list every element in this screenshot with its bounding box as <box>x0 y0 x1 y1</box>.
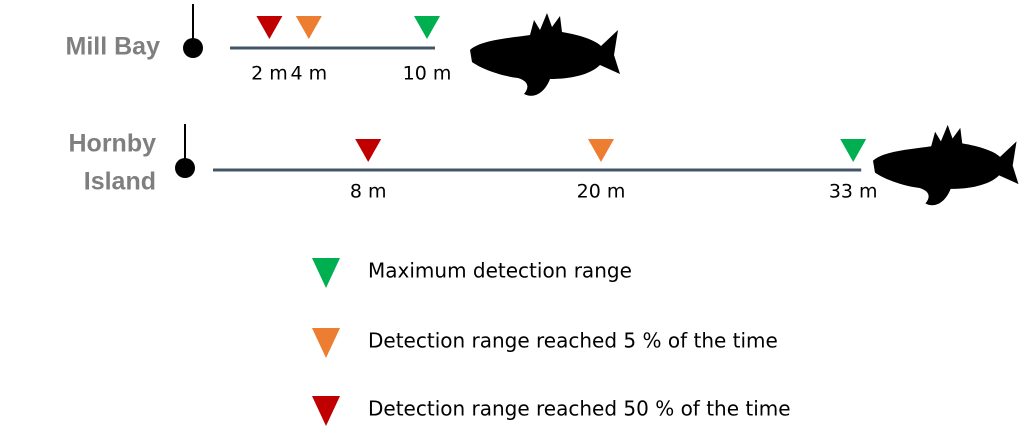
distance-label: 10 m <box>403 63 452 85</box>
legend-marker <box>312 328 340 358</box>
distance-label: 4 m <box>290 63 327 85</box>
distance-label: 20 m <box>577 181 626 203</box>
fish-icon <box>873 124 1019 206</box>
range-marker <box>840 139 867 162</box>
site-name: Island <box>84 168 156 196</box>
range-marker <box>414 16 440 39</box>
site-name: Hornby <box>69 130 157 158</box>
site-name: Mill Bay <box>66 33 161 61</box>
range-marker <box>295 16 322 39</box>
buoy-icon <box>183 4 203 58</box>
legend-marker <box>312 396 340 426</box>
legend-marker <box>312 258 340 288</box>
legend-label: Detection range reached 5 % of the time <box>368 329 778 353</box>
fish-icon <box>470 13 620 96</box>
range-marker <box>355 139 382 162</box>
legend-label: Detection range reached 50 % of the time <box>368 397 791 421</box>
range-marker <box>588 139 614 162</box>
legend-label: Maximum detection range <box>368 259 632 283</box>
distance-label: 2 m <box>251 63 288 85</box>
distance-label: 8 m <box>350 181 387 203</box>
range-marker <box>256 16 283 39</box>
distance-label: 33 m <box>829 181 878 203</box>
buoy-icon <box>175 124 195 178</box>
